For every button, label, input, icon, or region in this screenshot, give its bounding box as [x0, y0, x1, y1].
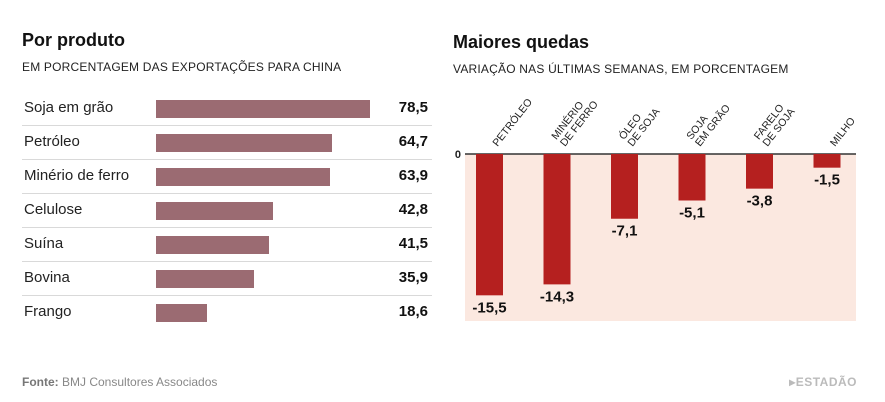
product-bar	[156, 202, 273, 220]
product-bar	[156, 168, 331, 186]
drop-category-line: MILHO	[828, 115, 858, 149]
drop-category-label: ÓLEODE SOJA	[616, 99, 663, 149]
product-bar	[156, 236, 270, 254]
product-value: 42,8	[398, 201, 428, 218]
drop-bar	[678, 154, 706, 201]
product-row: Frango 18,6	[22, 296, 432, 329]
right-chart-subtitle: VARIAÇÃO NAS ÚLTIMAS SEMANAS, EM PORCENT…	[453, 62, 789, 76]
drop-category-label: SOJAEM GRÃO	[684, 96, 733, 149]
product-label: Minério de ferro	[24, 167, 130, 184]
product-value: 41,5	[398, 235, 428, 252]
drop-category-label: MINÉRIODE FERRO	[548, 91, 600, 149]
product-row: Celulose 42,8	[22, 194, 432, 228]
product-bar-chart: Soja em grão 78,5 Petróleo 64,7 Minério de f…	[22, 92, 432, 329]
drop-bar	[611, 154, 638, 219]
product-row: Minério de ferro 63,9	[22, 160, 432, 194]
drop-bar	[746, 154, 773, 189]
product-label: Frango	[24, 303, 72, 320]
drop-value-label: -3,8	[747, 193, 773, 210]
plot-background	[465, 154, 856, 321]
drop-value-label: -5,1	[679, 205, 705, 222]
product-label: Petróleo	[24, 133, 80, 150]
product-label: Celulose	[24, 201, 83, 218]
product-bar	[156, 134, 333, 152]
drop-bar	[813, 154, 841, 168]
drop-value-label: -15,5	[472, 299, 506, 316]
left-chart-title: Por produto	[22, 30, 125, 50]
source-label: Fonte:	[22, 375, 59, 389]
product-value: 63,9	[398, 167, 428, 184]
product-bar	[156, 100, 370, 118]
drop-category-line: PETRÓLEO	[490, 96, 535, 149]
brand-logo: ▸ESTADÃO	[789, 375, 857, 389]
right-chart-title: Maiores quedas	[453, 32, 590, 52]
product-row: Soja em grão 78,5	[22, 92, 432, 126]
product-value: 18,6	[398, 303, 428, 320]
drop-value-label: -1,5	[814, 172, 840, 189]
drop-category-label: PETRÓLEO	[490, 96, 535, 149]
drop-category-label: MILHO	[828, 115, 858, 149]
product-label: Suína	[24, 235, 64, 252]
source-text: BMJ Consultores Associados	[62, 375, 218, 389]
product-row: Petróleo 64,7	[22, 126, 432, 160]
brand-mark-icon: ▸	[789, 375, 796, 389]
source-note: Fonte: BMJ Consultores Associados	[22, 375, 217, 389]
product-bar	[156, 270, 254, 288]
drop-category-label: FARELODE SOJA	[752, 99, 798, 149]
drop-bar	[476, 154, 503, 296]
product-value: 64,7	[398, 133, 428, 150]
drop-value-label: -7,1	[612, 223, 638, 240]
brand-name: ESTADÃO	[795, 375, 857, 389]
product-value: 78,5	[398, 99, 428, 116]
drops-bar-chart: 0 -15,5 PETRÓLEO -14,3 MINÉRIODE FERRO -7,1 ÓL…	[455, 91, 858, 321]
zero-tick-label: 0	[455, 149, 461, 161]
drop-value-label: -14,3	[540, 288, 574, 305]
left-chart-subtitle: EM PORCENTAGEM DAS EXPORTAÇÕES PARA CHIN…	[22, 60, 342, 74]
product-row: Suína 41,5	[22, 228, 432, 262]
product-label: Bovina	[24, 269, 70, 286]
product-label: Soja em grão	[24, 99, 114, 116]
product-bar	[156, 304, 207, 322]
product-value: 35,9	[398, 269, 428, 286]
product-row: Bovina 35,9	[22, 262, 432, 296]
drop-bar	[543, 154, 571, 285]
